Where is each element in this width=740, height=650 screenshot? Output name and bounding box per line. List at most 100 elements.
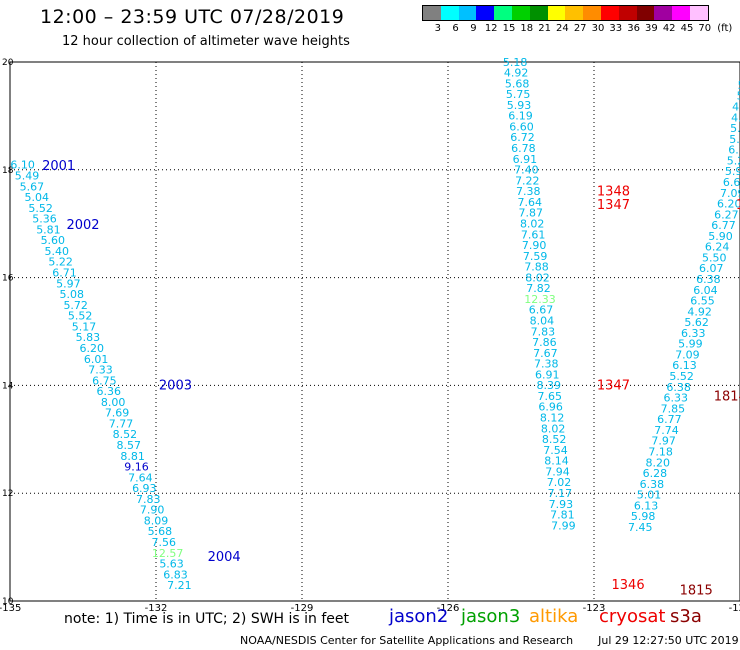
color-scale-swatch [689,6,708,20]
wave-height-value: 7.21 [167,579,192,592]
wave-height-value: 5.52 [669,370,694,383]
wave-height-value: 6.13 [672,359,697,372]
wave-height-value: 6.65 [723,176,740,189]
x-tick-label: -126 [437,603,460,614]
wave-height-value: 7.61 [521,228,546,241]
wave-height-value: 7.77 [109,417,134,430]
wave-height-value: 8.04 [530,314,555,327]
satellite-legend-entry: altika [529,606,579,627]
wave-height-value: 5.40 [44,245,69,258]
color-scale-bar [422,5,709,21]
wave-height-value: 8.12 [540,412,565,425]
satellite-legend-entry: jason2 [389,606,449,627]
wave-height-value: 7.09 [720,187,740,200]
pass-time-label: 1814 [714,389,740,404]
color-scale-label: 9 [470,23,477,34]
color-scale-label: 27 [573,23,587,34]
wave-height-value: 6.38 [640,478,665,491]
wave-height-value: 5.72 [63,299,88,312]
wave-height-value: 7.69 [105,407,130,420]
wave-height-value: 6.33 [681,327,706,340]
color-scale-label: 24 [556,23,569,34]
color-scale-swatch [494,6,512,20]
credit-line: NOAA/NESDIS Center for Satellite Applica… [240,634,739,647]
wave-height-value: 8.14 [544,455,569,468]
wave-height-value: 8.20 [646,456,671,469]
wave-height-value: 5.62 [684,316,709,329]
color-scale-swatch [636,6,655,20]
pass-time-label: 2003 [159,379,192,394]
wave-height-value: 12.33 [524,293,556,306]
wave-height-value: 8.39 [536,379,561,392]
wave-height-value: 6.38 [666,381,691,394]
wave-height-value: 6.83 [163,568,188,581]
pass-time-label: 2002 [66,218,99,233]
wave-height-value: 4.92 [687,305,712,318]
wave-height-value: 7.38 [516,185,541,198]
color-scale-labels: 3 6 9 12 15 18 21 24 27 30 33 36 39 42 45 70 (ft) [422,21,733,34]
color-scale-label: 3 [434,23,441,34]
plot-frame [9,61,740,602]
x-tick-label: -132 [145,603,168,614]
wave-height-value: 6.01 [84,353,109,366]
wave-height-value: 5.99 [678,338,703,351]
color-scale-label: 18 [520,23,534,34]
wave-height-value: 5.52 [68,310,93,323]
y-tick-label: 16 [2,274,14,284]
pass-time-label: 1348 [597,185,630,200]
wave-height-value: 6.78 [511,142,536,155]
wave-height-value: 6.91 [535,368,560,381]
wave-height-value: 7.85 [661,402,686,415]
y-tick-label: 10 [2,597,14,607]
color-scale-label: 6 [452,23,459,34]
satellite-legend-entry: cryosat [599,606,666,627]
wave-height-value: 7.02 [547,476,572,489]
color-scale-label: 45 [680,23,694,34]
color-scale-swatch [440,6,459,20]
wave-height-value: 6.27 [714,208,739,221]
wave-height-value: 6.72 [510,131,535,144]
wave-height-value: 5.68 [505,77,530,90]
color-scale-swatch [654,6,673,20]
wave-height-value: 5.67 [20,180,45,193]
wave-height-value: 5.08 [60,288,85,301]
wave-height-value: 8.57 [116,439,141,452]
wave-height-value: 7.09 [675,348,700,361]
wave-height-value: 6.67 [529,304,554,317]
wave-height-value: 6.91 [513,153,538,166]
wave-height-value: 5.98 [631,510,656,523]
wave-height-value: 5.75 [506,88,531,101]
wave-height-value: 8.52 [113,428,138,441]
color-scale-swatch [547,6,566,20]
notes-text: note: 1) Time is in UTC; 2) SWH is in fe… [64,611,350,627]
color-scale-label: 21 [538,23,551,34]
wave-height-value: 7.17 [548,487,573,500]
wave-height-value: 4.47 [732,101,740,114]
y-tick-label: 12 [2,489,13,499]
pass-time-label: 2001 [42,159,75,174]
satellite-legend-entry: s3a [670,606,702,627]
wave-height-value: 8.52 [542,433,567,446]
wave-height-value: 7.88 [524,261,549,274]
wave-height-value: 6.60 [509,120,534,133]
wave-height-value: 5.81 [36,223,61,236]
wave-height-value: 7.67 [533,347,558,360]
x-tick-label: -120 [729,603,740,614]
wave-height-value: 12.57 [152,547,184,560]
pass-time-label: 1346 [612,578,645,593]
wave-height-value: 7.99 [551,519,576,532]
color-scale-label: 33 [609,23,623,34]
wave-height-value: 5.52 [28,202,53,215]
wave-height-value: 5.50 [702,251,727,264]
x-tick-label: -135 [0,603,21,614]
wave-height-value: 6.55 [690,295,715,308]
wave-height-value: 5.04 [25,191,50,204]
color-scale-unit: (ft) [717,23,733,34]
wave-height-value: 7.38 [534,358,559,371]
wave-height-value: 9.16 [124,461,149,474]
wave-height-value: 5.94 [725,165,740,178]
wave-height-value: 6.77 [711,219,736,232]
wave-height-value: 7.93 [549,498,574,511]
